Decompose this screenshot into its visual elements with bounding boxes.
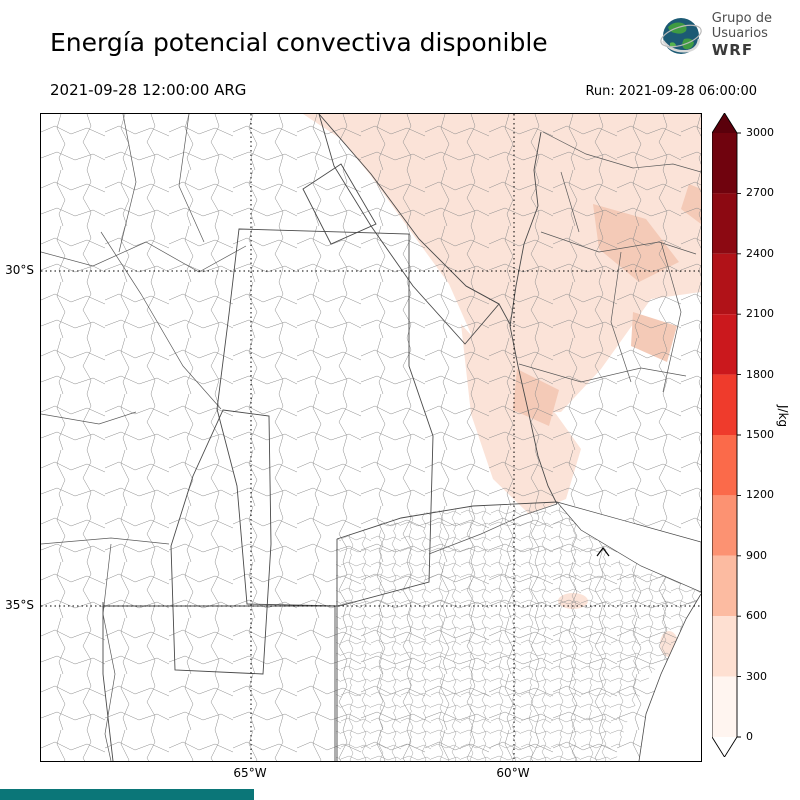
graticule-group [41, 114, 701, 761]
globe-icon [659, 17, 702, 54]
logo-line-1: Grupo de [711, 11, 772, 26]
city-marker [596, 547, 610, 557]
map-frame [40, 113, 702, 762]
logo-line-2: Usuarios [711, 25, 768, 41]
department-boundaries-group [41, 114, 701, 761]
colorbar-tick: 1200 [746, 488, 774, 502]
province-boundaries-group [102, 114, 558, 761]
lat-tick-35s: 35°S [5, 598, 34, 612]
colorbar-tick: 1500 [746, 427, 774, 441]
valid-time-label: 2021-09-28 12:00:00 ARG [50, 81, 247, 99]
colorbar-tick: 300 [746, 669, 767, 683]
lat-tick-30s: 30°S [5, 263, 34, 277]
run-time-label: Run: 2021-09-28 06:00:00 [585, 84, 757, 99]
colorbar-unit-label: J/kg [776, 405, 790, 428]
colorbar-tick-labels: 3000 2700 2400 2100 1800 1500 1200 900 6… [746, 126, 774, 744]
colorbar-tick: 2100 [746, 307, 774, 321]
colorbar-tick: 3000 [746, 126, 774, 139]
colorbar-tick: 900 [746, 548, 767, 562]
colorbar-tick: 2400 [746, 246, 774, 260]
colorbar-tick: 2700 [746, 186, 774, 200]
page-title: Energía potencial convectiva disponible [50, 28, 548, 57]
lon-tick-60w: 60°W [496, 766, 530, 780]
colorbar-tick: 1800 [746, 367, 774, 381]
water-group [555, 501, 701, 761]
wrf-logo: Grupo de Usuarios WRF [658, 11, 772, 59]
colorbar-tick: 0 [746, 729, 753, 743]
footer-progress-bar [0, 789, 254, 800]
colorbar-tick: 600 [746, 609, 767, 623]
logo-line-wrf: WRF [711, 40, 754, 59]
colorbar [712, 113, 741, 757]
secondary-boundaries-group [41, 114, 701, 761]
logo-text: Grupo de Usuarios WRF [711, 11, 772, 59]
map-canvas [41, 114, 701, 761]
lon-tick-65w: 65°W [233, 766, 267, 780]
